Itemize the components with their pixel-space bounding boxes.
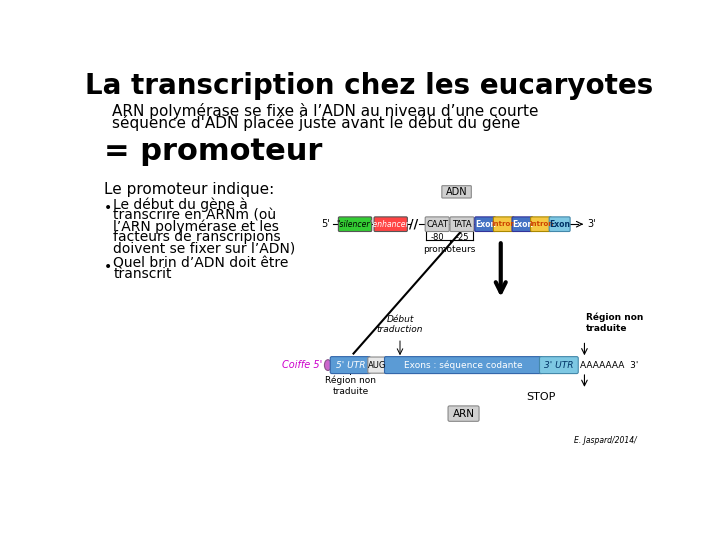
Text: //: // <box>410 218 418 231</box>
Text: 3' UTR: 3' UTR <box>544 361 574 369</box>
Text: •: • <box>104 201 112 215</box>
FancyBboxPatch shape <box>512 217 533 232</box>
Text: Intron: Intron <box>529 221 553 227</box>
Text: AAAAAAA  3': AAAAAAA 3' <box>580 361 638 369</box>
FancyBboxPatch shape <box>549 217 570 232</box>
Text: STOP: STOP <box>526 393 556 402</box>
Text: 5': 5' <box>322 219 330 229</box>
Text: Le début du gène à: Le début du gène à <box>113 198 248 212</box>
Text: TATA: TATA <box>452 220 472 229</box>
Text: AUG: AUG <box>369 361 387 369</box>
Text: ADN: ADN <box>446 187 467 197</box>
Text: 5' UTR: 5' UTR <box>336 361 365 369</box>
FancyBboxPatch shape <box>330 356 371 374</box>
Text: -25: -25 <box>455 233 469 242</box>
FancyBboxPatch shape <box>442 186 472 198</box>
Text: Région non
traduite: Région non traduite <box>325 376 376 396</box>
Text: Exons : séquence codante: Exons : séquence codante <box>404 360 523 370</box>
Ellipse shape <box>325 360 331 370</box>
Text: "silencer": "silencer" <box>336 220 374 229</box>
Text: Quel brin d’ADN doit être: Quel brin d’ADN doit être <box>113 256 289 271</box>
Text: Exon: Exon <box>549 220 570 229</box>
Text: Le promoteur indique:: Le promoteur indique: <box>104 182 274 197</box>
Text: •: • <box>104 260 112 274</box>
Text: -80: -80 <box>431 233 444 242</box>
Text: Intron: Intron <box>492 221 516 227</box>
Text: CAAT: CAAT <box>426 220 448 229</box>
FancyBboxPatch shape <box>448 406 479 421</box>
Text: Exon: Exon <box>474 220 496 229</box>
FancyBboxPatch shape <box>450 217 474 232</box>
FancyBboxPatch shape <box>368 357 387 373</box>
FancyBboxPatch shape <box>338 217 372 232</box>
Text: 3': 3' <box>588 219 596 229</box>
Text: transcrit: transcrit <box>113 267 172 281</box>
FancyBboxPatch shape <box>474 217 495 232</box>
FancyBboxPatch shape <box>493 217 514 232</box>
Text: "enhancer": "enhancer" <box>369 220 413 229</box>
Text: l’ARN polymérase et les: l’ARN polymérase et les <box>113 219 279 234</box>
Text: Début
traduction: Début traduction <box>377 315 423 334</box>
Text: facteurs de ranscripions: facteurs de ranscripions <box>113 230 281 244</box>
Text: Région non
traduite: Région non traduite <box>586 313 644 333</box>
Text: ARN: ARN <box>453 409 474 419</box>
Text: séquence d'ADN placée juste avant le début du gène: séquence d'ADN placée juste avant le déb… <box>112 114 520 131</box>
Text: doivent se fixer sur l’ADN): doivent se fixer sur l’ADN) <box>113 241 295 255</box>
Text: promoteurs: promoteurs <box>423 245 476 254</box>
Text: Exon: Exon <box>512 220 533 229</box>
FancyBboxPatch shape <box>374 217 408 232</box>
FancyBboxPatch shape <box>539 356 578 374</box>
FancyBboxPatch shape <box>384 356 543 374</box>
Text: E. Jaspard/2014/: E. Jaspard/2014/ <box>574 436 636 445</box>
FancyBboxPatch shape <box>531 217 552 232</box>
Text: transcrire en ARNm (où: transcrire en ARNm (où <box>113 209 276 222</box>
Text: ARN polymérase se fixe à l’ADN au niveau d’une courte: ARN polymérase se fixe à l’ADN au niveau… <box>112 103 539 119</box>
Text: = promoteur: = promoteur <box>104 137 323 166</box>
Text: Coiffe 5': Coiffe 5' <box>282 360 323 370</box>
FancyBboxPatch shape <box>426 217 449 232</box>
Text: La transcription chez les eucaryotes: La transcription chez les eucaryotes <box>85 72 653 100</box>
